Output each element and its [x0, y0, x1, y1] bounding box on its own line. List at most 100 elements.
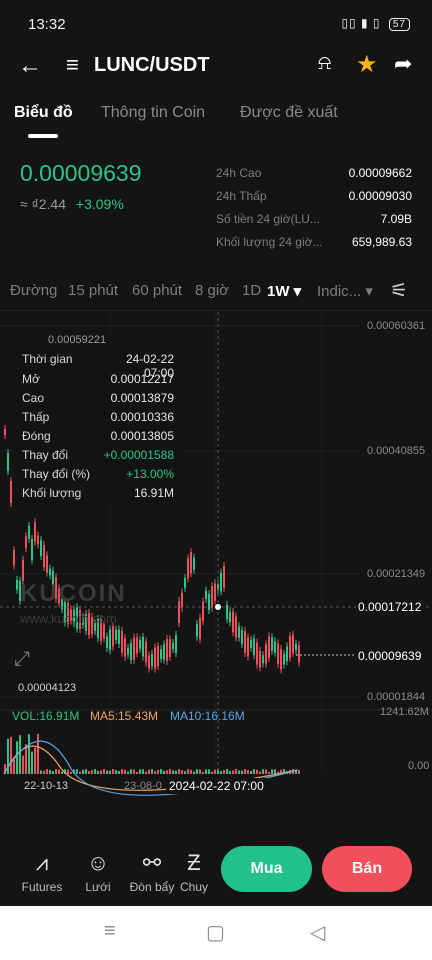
volume-bar: [118, 771, 120, 774]
timeframe-15m[interactable]: 15 phút: [68, 282, 119, 299]
recent-apps-icon[interactable]: ≡: [104, 920, 116, 942]
timeframe-60m[interactable]: 60 phút: [132, 282, 183, 299]
volume-bar: [25, 744, 27, 774]
battery-icon: 57: [388, 18, 410, 31]
volume-bar: [157, 769, 159, 774]
x-label-1: 23-08-0: [124, 780, 162, 792]
ohlc-tooltip: [14, 346, 184, 506]
volume-bar: [283, 769, 285, 774]
volume-bar: [190, 769, 192, 774]
volume-bar: [28, 734, 30, 774]
tooltip-label-time: Thời gian: [22, 352, 73, 366]
tab-recommended[interactable]: Được đề xuất: [240, 104, 338, 121]
timeframe-8h[interactable]: 8 giờ: [195, 282, 230, 299]
y-label-3: 0.00001844: [367, 691, 426, 703]
watermark-logo: KUCOIN: [20, 580, 127, 607]
volume-bar: [205, 769, 207, 774]
volume-bar: [223, 769, 225, 774]
volume-bar: [229, 770, 231, 774]
chart-settings-icon[interactable]: ⚟: [390, 280, 408, 302]
futures-icon: ⩘: [35, 850, 49, 875]
pair-menu-icon[interactable]: ≡: [66, 52, 79, 77]
volume-bar: [13, 759, 15, 774]
y-label-1: 0.00040855: [367, 445, 426, 457]
nav-margin[interactable]: ⚯ Đòn bẩy: [124, 850, 180, 894]
timeframe-1d[interactable]: 1D: [242, 282, 262, 299]
nav-futures-label: Futures: [21, 880, 63, 894]
volume-bar: [61, 771, 63, 774]
y-label-2: 0.00021349: [367, 568, 426, 580]
share-icon[interactable]: ➦: [394, 51, 413, 76]
volume-bar: [31, 751, 33, 774]
volume-bar: [196, 769, 198, 774]
stat-label-volume: Khối lượng 24 giờ...: [216, 235, 323, 249]
price-alert-icon[interactable]: ⍾: [318, 52, 332, 74]
volume-bar: [256, 769, 258, 774]
tab-chart[interactable]: Biểu đồ: [14, 104, 73, 121]
volume-bar: [10, 736, 12, 774]
timeframe-line[interactable]: Đường: [10, 282, 58, 299]
volume-bar: [166, 770, 168, 774]
volume-bar: [64, 769, 66, 774]
volume-bar: [154, 771, 156, 774]
buy-button[interactable]: Mua: [221, 846, 312, 892]
grid-bot-icon: ☺: [86, 850, 110, 875]
volume-bar: [37, 734, 39, 774]
volume-bar: [298, 770, 300, 774]
volume-bar: [232, 770, 234, 774]
home-icon[interactable]: ▢: [206, 922, 225, 944]
stat-value-amount: 7.09B: [380, 212, 412, 226]
tab-bar: Biểu đồ Thông tin Coin Được đề xuất: [0, 104, 432, 144]
crosshair-price-label: 0.00017212: [356, 599, 424, 615]
volume-bar: [52, 771, 54, 774]
volume-bar: [100, 770, 102, 774]
stat-value-high: 0.00009662: [348, 166, 412, 180]
volume-bar: [193, 771, 195, 774]
tab-coin-info[interactable]: Thông tin Coin: [101, 104, 206, 121]
fullscreen-icon[interactable]: ⤢: [14, 648, 30, 670]
stat-value-volume: 659,989.63: [351, 235, 412, 249]
volume-bar: [97, 770, 99, 774]
volume-bar: [103, 769, 105, 774]
app-header: ← ≡ LUNC/USDT ⍾ ★ ➦: [0, 46, 432, 86]
candlestick-chart[interactable]: 0.00059221 0.00060361 0.00040855 0.00021…: [0, 312, 432, 802]
top-price-marker: 0.00059221: [48, 334, 107, 346]
volume-bar: [82, 769, 84, 774]
volume-bar: [148, 769, 150, 774]
last-price-label: 0.00009639: [358, 649, 422, 663]
volume-bar: [127, 771, 129, 774]
back-arrow-icon[interactable]: ←: [18, 52, 42, 79]
volume-bar: [40, 770, 42, 774]
volume-bar: [235, 769, 237, 774]
nav-convert[interactable]: Ƶ Chuy: [172, 850, 216, 894]
timeframe-1w[interactable]: 1W ▾: [267, 283, 302, 300]
favorite-star-icon[interactable]: ★: [356, 51, 378, 78]
nav-grid[interactable]: ☺ Lưới: [70, 850, 126, 894]
volume-bar: [49, 770, 51, 774]
chart-canvas[interactable]: [0, 312, 432, 802]
price-sub: ≈ ₫2.44 +3.09%: [20, 196, 124, 212]
volume-bar: [67, 769, 69, 774]
volume-bar: [136, 771, 138, 774]
nav-futures[interactable]: ⩘ Futures: [14, 850, 70, 894]
y-label-0: 0.00060361: [367, 320, 426, 332]
volume-bar: [250, 771, 252, 774]
volume-bar: [187, 769, 189, 774]
system-back-icon[interactable]: ◁: [310, 922, 326, 944]
volume-bar: [268, 771, 270, 774]
tooltip-label-change-pct: Thay đổi (%): [22, 467, 91, 481]
sell-button[interactable]: Bán: [322, 846, 412, 892]
tooltip-value-time: 24-02-22 07:00: [125, 352, 174, 380]
volume-bar: [4, 764, 6, 774]
volume-bar: [79, 771, 81, 774]
volume-bar: [16, 741, 18, 774]
volume-bar: [244, 769, 246, 774]
volume-bar: [178, 769, 180, 774]
stat-value-low: 0.00009030: [348, 189, 412, 203]
volume-bar: [169, 769, 171, 774]
pair-title[interactable]: LUNC/USDT: [94, 54, 210, 76]
indicator-dropdown[interactable]: Indic... ▾: [317, 283, 373, 300]
volume-bar: [55, 769, 57, 774]
volume-bar: [73, 769, 75, 774]
volume-bar: [7, 738, 9, 774]
